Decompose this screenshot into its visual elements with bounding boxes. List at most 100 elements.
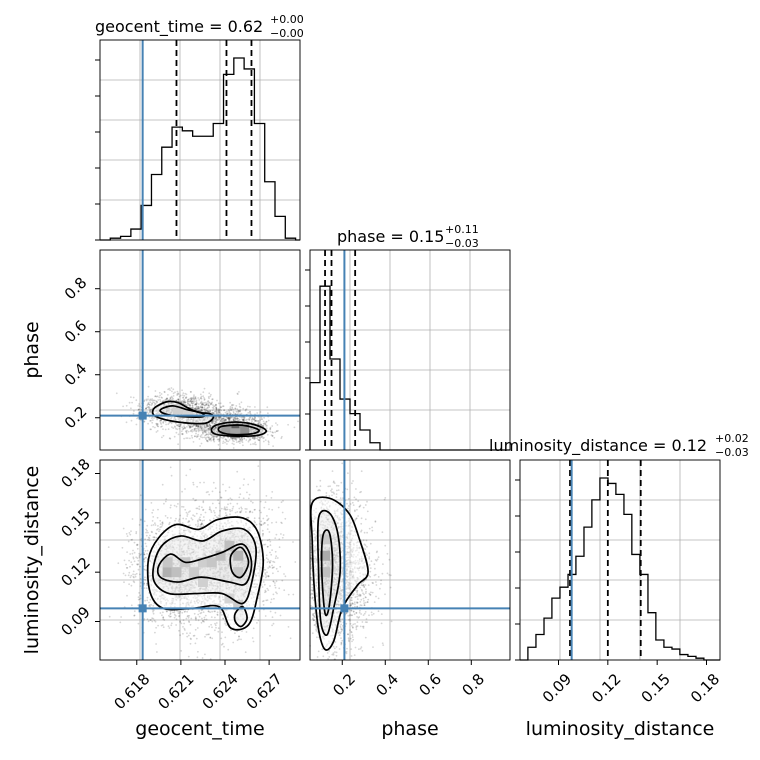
sample-point xyxy=(267,589,270,591)
sample-point xyxy=(155,422,158,425)
sample-point xyxy=(232,404,235,406)
sample-point xyxy=(196,435,198,437)
sample-point xyxy=(145,398,148,401)
sample-point xyxy=(162,626,165,629)
sample-point xyxy=(186,635,189,638)
sample-point xyxy=(221,631,223,634)
sample-point xyxy=(266,515,268,517)
sample-point xyxy=(122,405,124,408)
sample-point xyxy=(184,488,186,490)
sample-point xyxy=(158,391,161,394)
sample-point xyxy=(182,517,185,520)
sample-point xyxy=(145,545,148,548)
sample-point xyxy=(150,604,153,606)
sample-point xyxy=(150,524,153,527)
sample-point xyxy=(152,524,155,526)
sample-point xyxy=(139,565,141,568)
sample-point xyxy=(146,596,149,599)
sample-point xyxy=(256,412,259,414)
sample-point xyxy=(199,429,202,432)
sample-point xyxy=(191,518,194,521)
sample-point xyxy=(188,426,191,429)
sample-point xyxy=(199,445,202,447)
sample-point xyxy=(235,405,238,407)
sample-point xyxy=(200,621,203,624)
sample-point xyxy=(269,427,272,430)
sample-point xyxy=(195,399,198,402)
sample-point xyxy=(183,437,186,440)
sample-point xyxy=(219,419,222,422)
sample-point xyxy=(266,528,269,530)
sample-point xyxy=(272,622,275,625)
sample-point xyxy=(265,495,268,497)
sample-point xyxy=(212,404,215,407)
sample-point xyxy=(162,611,164,614)
sample-point xyxy=(147,406,150,408)
sample-point xyxy=(138,524,141,526)
sample-point xyxy=(196,405,198,408)
sample-point xyxy=(197,650,199,653)
sample-point xyxy=(190,391,192,393)
sample-point xyxy=(197,525,200,527)
sample-point xyxy=(149,409,152,411)
sample-point xyxy=(126,594,128,597)
sample-point xyxy=(182,401,185,404)
sample-point xyxy=(137,416,139,419)
sample-point xyxy=(206,436,209,439)
sample-point xyxy=(211,412,214,414)
sample-point xyxy=(208,438,211,441)
sample-point xyxy=(215,416,218,419)
sample-point xyxy=(238,440,241,443)
sample-point xyxy=(197,619,200,622)
sample-point xyxy=(278,546,281,549)
sample-point xyxy=(177,393,180,396)
sample-point xyxy=(170,624,173,627)
sample-point xyxy=(236,408,239,411)
sample-point xyxy=(215,420,218,422)
sample-point xyxy=(209,433,212,436)
sample-point xyxy=(254,406,256,408)
sample-point xyxy=(183,425,185,427)
histogram-phase xyxy=(309,285,510,451)
sample-point xyxy=(255,420,258,423)
sample-point xyxy=(160,393,163,395)
sample-point xyxy=(190,429,193,432)
sample-point xyxy=(177,433,180,436)
sample-point xyxy=(203,519,206,522)
sample-point xyxy=(170,387,173,389)
sample-point xyxy=(237,410,240,412)
sample-point xyxy=(224,411,227,414)
sample-point xyxy=(262,440,265,443)
sample-point xyxy=(264,423,267,426)
sample-point xyxy=(214,610,217,613)
sample-point xyxy=(185,511,188,514)
sample-point xyxy=(195,424,197,427)
sample-point xyxy=(173,611,176,614)
sample-point xyxy=(220,637,223,640)
sample-point xyxy=(190,398,193,401)
sample-point xyxy=(191,436,194,439)
sample-point xyxy=(202,508,205,511)
sample-point xyxy=(195,432,197,435)
sample-point xyxy=(151,403,154,405)
panel-geocent_time-vs-phase xyxy=(99,249,301,451)
sample-point xyxy=(238,405,241,408)
sample-point xyxy=(266,433,269,436)
sample-point xyxy=(149,428,152,431)
sample-point xyxy=(155,643,158,645)
sample-point xyxy=(198,438,201,440)
sample-point xyxy=(208,493,211,496)
histogram-geocent_time xyxy=(100,57,300,241)
sample-point xyxy=(203,426,206,429)
sample-point xyxy=(130,530,132,533)
sample-point xyxy=(169,506,172,509)
sample-point xyxy=(174,615,177,617)
sample-point xyxy=(265,599,268,602)
sample-point xyxy=(230,629,232,632)
sample-point xyxy=(240,440,243,442)
sample-point xyxy=(198,429,200,432)
sample-point xyxy=(195,512,198,515)
sample-point xyxy=(192,481,195,484)
sample-point xyxy=(190,517,193,520)
sample-point xyxy=(207,491,209,493)
